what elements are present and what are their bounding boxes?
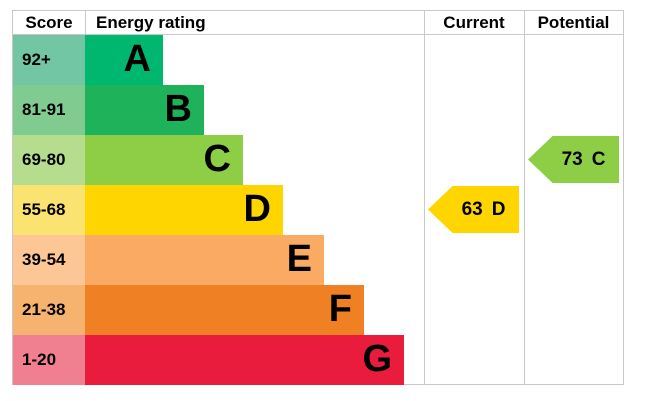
potential-rating-arrow: 73 C: [528, 136, 619, 183]
band-letter-b: B: [164, 88, 192, 130]
current-band-letter: D: [491, 198, 506, 220]
band-letter-a: A: [123, 38, 151, 80]
band-letter-c: C: [203, 138, 231, 180]
band-bar-g: G: [85, 335, 404, 385]
band-bar-f: F: [85, 285, 364, 335]
score-range-d: 55-68: [13, 185, 85, 235]
band-bar-e: E: [85, 235, 324, 285]
header-energy-rating: Energy rating: [96, 12, 206, 32]
band-bar-a: A: [85, 35, 163, 85]
current-score-value: 63: [461, 198, 483, 220]
band-letter-d: D: [243, 188, 271, 230]
score-range-e: 39-54: [13, 235, 85, 285]
score-range-c: 69-80: [13, 135, 85, 185]
score-column: 92+ 81-91 69-80 55-68 39-54 21-38 1-20: [13, 35, 85, 385]
score-range-b: 81-91: [13, 85, 85, 135]
current-column: 63 D: [424, 35, 524, 385]
band-bar-b: B: [85, 85, 204, 135]
current-rating-arrow: 63 D: [428, 186, 519, 233]
score-range-a: 92+: [13, 35, 85, 85]
column-divider: [424, 11, 425, 384]
header-current: Current: [443, 12, 505, 32]
band-bar-d: D: [85, 185, 283, 235]
band-letter-f: F: [328, 288, 352, 330]
epc-rating-chart: Score Energy rating Current Potential 92…: [12, 10, 624, 385]
score-range-g: 1-20: [13, 335, 85, 385]
header-score: Score: [25, 12, 73, 32]
chart-header-row: Score Energy rating Current Potential: [13, 11, 623, 35]
potential-band-letter: C: [591, 148, 606, 170]
band-letter-e: E: [286, 238, 312, 280]
potential-column: 73 C: [524, 35, 623, 385]
header-potential: Potential: [537, 12, 610, 32]
potential-score-value: 73: [561, 148, 583, 170]
band-letter-g: G: [362, 338, 392, 380]
score-range-f: 21-38: [13, 285, 85, 335]
band-bar-c: C: [85, 135, 243, 185]
column-divider: [524, 11, 525, 384]
